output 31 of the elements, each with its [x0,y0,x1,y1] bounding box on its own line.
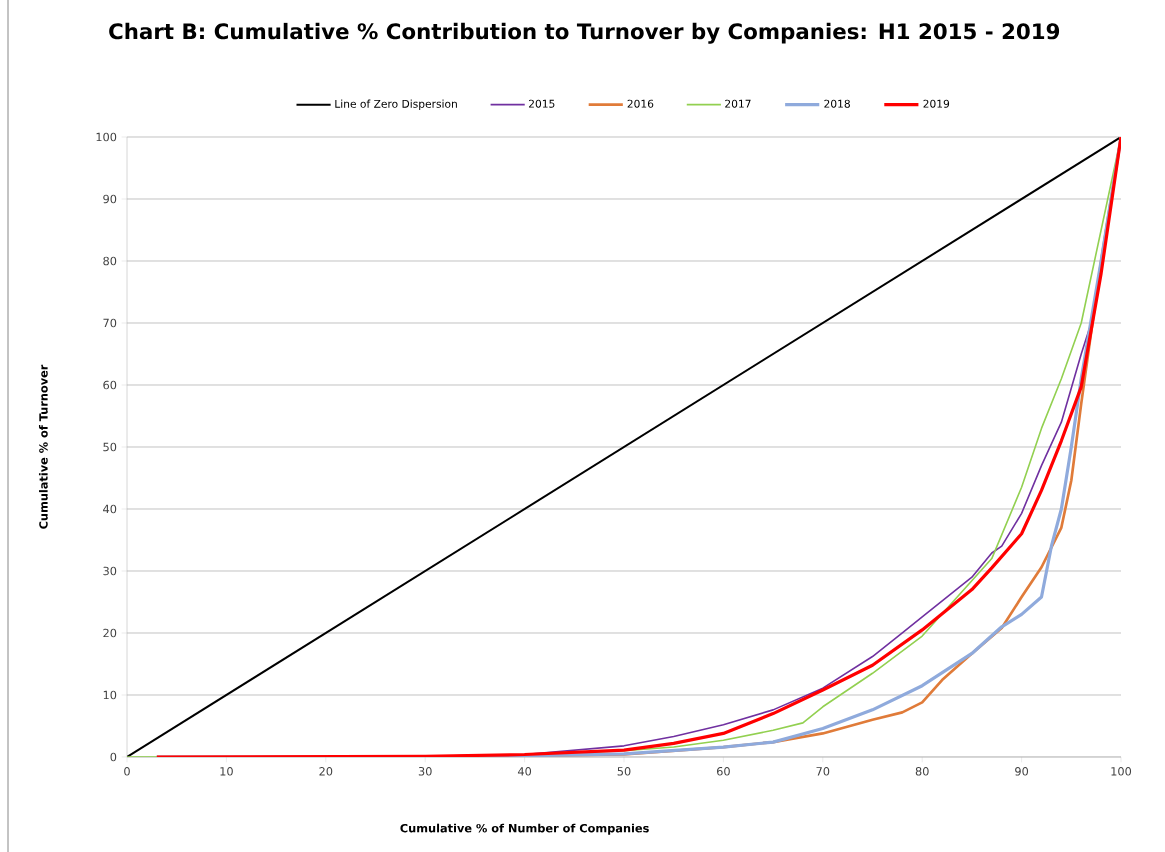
y-axis-title: Cumulative % of Turnover [38,364,48,529]
legend-label: 2019 [923,99,950,108]
x-tick-label: 70 [816,767,830,776]
x-axis-title: Cumulative % of Number of Companies [400,823,649,835]
legend-label: 2016 [627,99,654,108]
x-tick-label: 40 [517,767,532,776]
x-tick-label: 30 [418,767,432,776]
y-tick-label: 80 [103,256,117,266]
x-tick-label: 50 [617,767,631,776]
y-tick-label: 100 [96,132,117,142]
y-tick-label: 90 [103,194,117,204]
x-tick-label: 80 [915,767,929,776]
x-tick-label: 90 [1015,767,1029,776]
legend-label: 2015 [528,99,555,108]
x-tick-label: 100 [1111,767,1132,776]
legend-label: 2017 [725,99,751,108]
x-tick-label: 0 [124,767,130,776]
y-tick-label: 30 [103,566,117,576]
y-tick-label: 20 [103,628,117,638]
y-tick-label: 10 [103,690,117,700]
x-tick-label: 60 [716,767,730,776]
legend-label: 2018 [824,99,850,108]
y-tick-label: 40 [103,504,117,514]
chart-title: Chart B: Cumulative % Contribution to Turnover by Companies: H1 2015 - 2019 [109,22,1060,44]
y-tick-label: 0 [110,752,117,762]
legend-label: Line of Zero Dispersion [335,99,457,110]
y-tick-label: 60 [103,380,117,390]
y-tick-label: 70 [103,318,117,328]
x-tick-label: 20 [319,767,333,776]
y-tick-label: 50 [103,442,117,452]
x-tick-label: 10 [220,767,233,776]
